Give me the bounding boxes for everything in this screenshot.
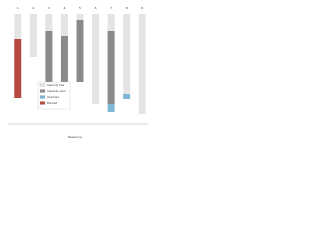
legend-swatch xyxy=(39,101,46,105)
legend-label: Capacity free xyxy=(47,83,65,87)
bar-segment xyxy=(107,14,115,31)
legend-swatch xyxy=(39,89,46,93)
bar-segment xyxy=(14,39,22,98)
bar-segment xyxy=(76,20,84,82)
bar-segment xyxy=(92,14,100,104)
bar-segment xyxy=(60,36,68,93)
category-label: 6 xyxy=(95,6,97,10)
legend-label: Capacity used xyxy=(47,89,66,93)
bar-segment xyxy=(107,104,115,112)
bar-segment xyxy=(107,31,115,104)
x-axis-label: Resource xyxy=(68,135,82,139)
legend-swatch xyxy=(39,83,46,87)
bar-segment xyxy=(76,14,84,20)
bar-segment xyxy=(138,14,146,114)
legend-label: Blocked xyxy=(47,101,58,105)
bar-segment xyxy=(60,14,68,36)
category-label: 1 xyxy=(17,6,19,10)
bar-segment xyxy=(14,14,22,39)
bar-segment xyxy=(123,14,131,94)
legend-swatch xyxy=(39,95,46,99)
bar-segment xyxy=(45,31,53,93)
bar-segment xyxy=(45,14,53,31)
bar-segment xyxy=(29,14,37,57)
legend: Capacity free Capacity used Overload Blocke… xyxy=(37,81,71,110)
category-label: 3 xyxy=(48,6,50,10)
legend-label: Overload xyxy=(47,95,59,99)
category-label: 4 xyxy=(63,6,65,10)
bar-segment xyxy=(123,94,131,99)
category-label: 9 xyxy=(141,6,143,10)
category-label: 2 xyxy=(32,6,34,10)
category-label: 7 xyxy=(110,6,112,10)
category-label: 5 xyxy=(79,6,81,10)
category-label: 8 xyxy=(126,6,128,10)
